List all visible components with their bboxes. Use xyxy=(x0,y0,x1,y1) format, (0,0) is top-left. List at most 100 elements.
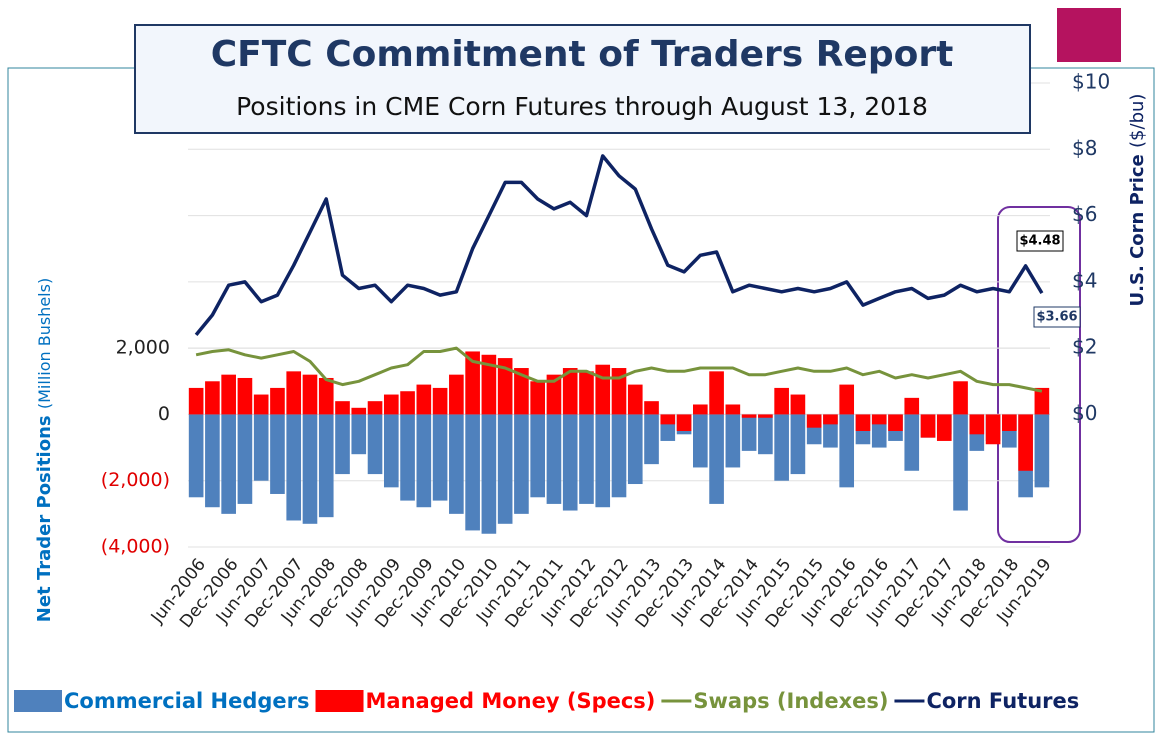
bar xyxy=(481,414,497,534)
bar xyxy=(562,368,578,415)
bar xyxy=(253,414,269,481)
logo-square xyxy=(1057,8,1121,62)
bar xyxy=(530,414,545,498)
y2-tick-label: $6 xyxy=(1072,202,1097,226)
legend: Commercial Hedgers Managed Money (Specs) S… xyxy=(14,689,1079,713)
bar xyxy=(286,414,302,521)
bar xyxy=(627,384,643,415)
annotation-box xyxy=(1016,230,1064,252)
legend-swatch xyxy=(315,690,364,712)
bar xyxy=(497,358,513,415)
bar xyxy=(367,414,383,475)
bar xyxy=(920,414,936,438)
bar xyxy=(1018,414,1033,471)
y2-tick-label: $10 xyxy=(1072,70,1110,94)
bar xyxy=(449,414,464,514)
bar xyxy=(318,414,334,518)
bar xyxy=(888,414,903,431)
y2-tick-label: $0 xyxy=(1072,401,1097,425)
bar xyxy=(1034,414,1050,488)
bar xyxy=(367,401,383,415)
y-axis-title: Net Trader Positions (Million Bushels) xyxy=(34,278,55,622)
bar xyxy=(936,414,952,441)
bar xyxy=(302,414,318,524)
bar xyxy=(205,381,220,415)
bar xyxy=(318,377,334,415)
bar xyxy=(514,414,529,514)
bar xyxy=(741,414,757,418)
bar xyxy=(758,414,773,418)
bar xyxy=(351,414,367,455)
bar xyxy=(985,414,1001,445)
line xyxy=(194,154,1044,337)
bar xyxy=(774,414,789,481)
bar xyxy=(871,414,887,425)
y-tick-label: 2,000 xyxy=(116,337,170,359)
bar xyxy=(221,414,236,514)
bar xyxy=(481,354,497,415)
bar xyxy=(465,414,480,531)
annotation: $4.48 xyxy=(1019,234,1060,249)
bar xyxy=(416,384,432,415)
bar xyxy=(595,364,611,415)
legend-label: Swaps (Indexes) xyxy=(693,689,888,713)
bar xyxy=(449,374,464,415)
bar xyxy=(400,391,415,415)
bar xyxy=(188,414,204,498)
annotation: $3.66 xyxy=(1036,310,1077,325)
bar xyxy=(205,414,220,508)
bar xyxy=(270,414,285,494)
y-axis-unit: (Million Bushels) xyxy=(35,278,54,409)
legend-swatch xyxy=(14,690,62,712)
annotation-box xyxy=(1033,306,1081,328)
bar xyxy=(790,414,806,475)
chart-title: CFTC Commitment of Traders Report xyxy=(211,34,954,75)
bar xyxy=(806,414,822,428)
bar xyxy=(351,407,367,415)
bar xyxy=(709,371,724,415)
bar xyxy=(383,414,399,488)
bar xyxy=(676,414,692,431)
bar xyxy=(660,414,676,425)
bar xyxy=(758,414,773,455)
bar xyxy=(725,404,741,415)
bar xyxy=(188,387,204,415)
legend-label: Managed Money (Specs) xyxy=(366,689,656,713)
bar xyxy=(774,387,789,415)
bar xyxy=(644,401,659,415)
bar xyxy=(253,394,269,415)
bar xyxy=(823,414,838,425)
chart-subtitle: Positions in CME Corn Futures through Au… xyxy=(236,92,928,121)
y2-axis-title: U.S. Corn Price ($/bu) xyxy=(1127,94,1148,307)
bar xyxy=(562,414,578,511)
y2-tick-label: $4 xyxy=(1072,268,1097,292)
y2-tick-label: $8 xyxy=(1072,136,1097,160)
bar xyxy=(416,414,432,508)
y2-tick-label: $2 xyxy=(1072,335,1097,359)
bar xyxy=(953,381,968,415)
bar xyxy=(530,381,545,415)
bar xyxy=(383,394,399,415)
bar xyxy=(693,404,708,415)
plot: $0$2$4$6$8$10(4,000)(2,000)02,000Jun-200… xyxy=(101,70,1110,633)
bar xyxy=(1002,414,1017,431)
bar xyxy=(237,414,253,504)
bar xyxy=(709,414,724,504)
bar xyxy=(611,368,627,415)
bar xyxy=(953,414,968,511)
bar xyxy=(839,414,855,488)
bar xyxy=(969,414,985,435)
bar xyxy=(514,368,529,415)
bar xyxy=(270,387,285,415)
bar xyxy=(1034,387,1050,415)
bar xyxy=(693,414,708,468)
bar xyxy=(432,414,448,501)
bar xyxy=(855,414,871,431)
y2-axis-label: U.S. Corn Price xyxy=(1127,154,1148,306)
bar xyxy=(790,394,806,415)
bar xyxy=(904,397,920,415)
title-box xyxy=(134,24,1031,134)
y-tick-label: (4,000) xyxy=(101,536,170,558)
highlight-box xyxy=(997,206,1081,543)
bar xyxy=(611,414,627,498)
